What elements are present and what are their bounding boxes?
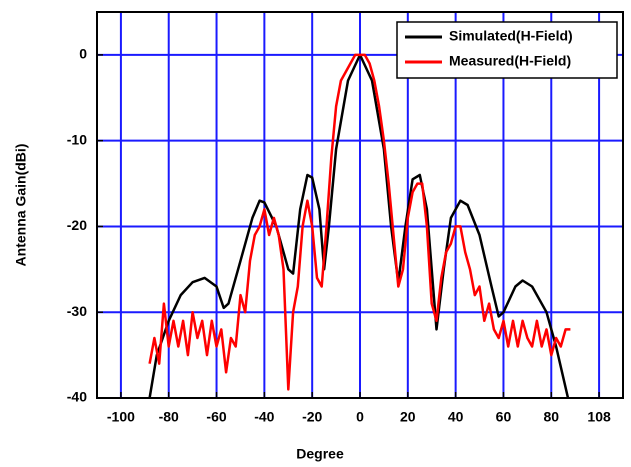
x-tick-label: 80 — [543, 409, 559, 425]
x-tick-label: -100 — [107, 409, 135, 425]
y-axis-label: Antenna Gain(dBi) — [13, 144, 29, 267]
legend-box — [396, 21, 618, 79]
x-tick-label: -60 — [206, 409, 226, 425]
x-tick-label: 108 — [587, 409, 611, 425]
y-tick-label: -10 — [67, 131, 87, 147]
x-tick-label: 20 — [400, 409, 416, 425]
legend-label: Measured(H-Field) — [449, 53, 571, 69]
plot-frame — [96, 11, 624, 399]
legend-label: Simulated(H-Field) — [449, 28, 573, 44]
y-tick-label: -20 — [67, 217, 87, 233]
x-tick-label: -20 — [302, 409, 322, 425]
y-tick-label: -30 — [67, 303, 87, 319]
y-tick-label: -40 — [67, 389, 87, 405]
y-tick-label: 0 — [79, 46, 87, 62]
x-tick-label: -80 — [159, 409, 179, 425]
x-axis-label: Degree — [296, 446, 344, 462]
x-tick-label: -40 — [254, 409, 274, 425]
x-tick-label: 40 — [448, 409, 464, 425]
x-tick-label: 60 — [496, 409, 512, 425]
x-tick-label: 0 — [356, 409, 364, 425]
series-line — [148, 53, 571, 391]
